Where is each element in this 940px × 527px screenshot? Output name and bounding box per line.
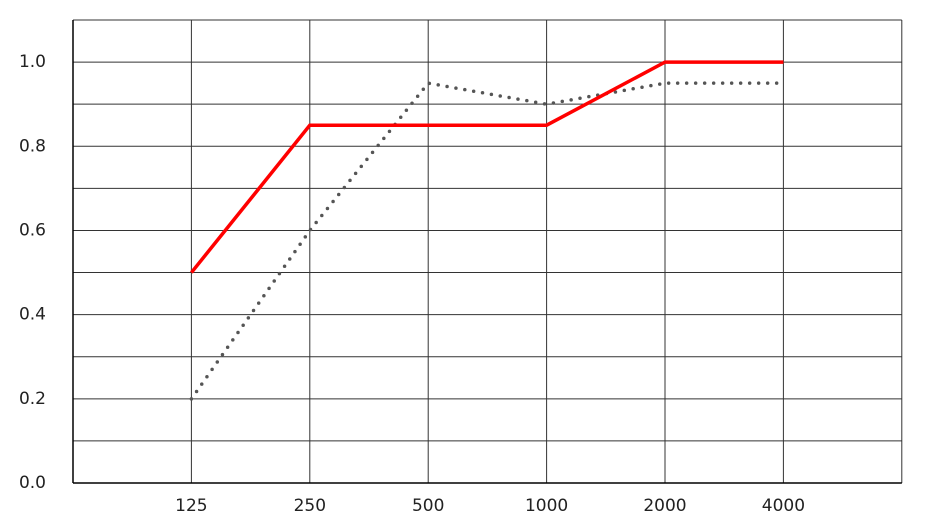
- x-tick-label: 4000: [762, 496, 805, 516]
- y-tick-label: 1.0: [19, 52, 46, 72]
- x-tick-label: 250: [294, 496, 326, 516]
- series-line: [189, 81, 786, 401]
- y-tick-label: 0.8: [19, 136, 46, 156]
- y-tick-label: 0.6: [19, 220, 46, 240]
- x-tick-label: 2000: [643, 496, 686, 516]
- x-tick-label: 125: [175, 496, 207, 516]
- x-tick-label: 500: [412, 496, 444, 516]
- y-tick-label: 0.2: [19, 389, 46, 409]
- x-tick-label: 1000: [525, 496, 568, 516]
- series-line: [190, 60, 784, 274]
- y-tick-label: 0.4: [19, 305, 46, 325]
- y-tick-label: 0.0: [19, 473, 46, 493]
